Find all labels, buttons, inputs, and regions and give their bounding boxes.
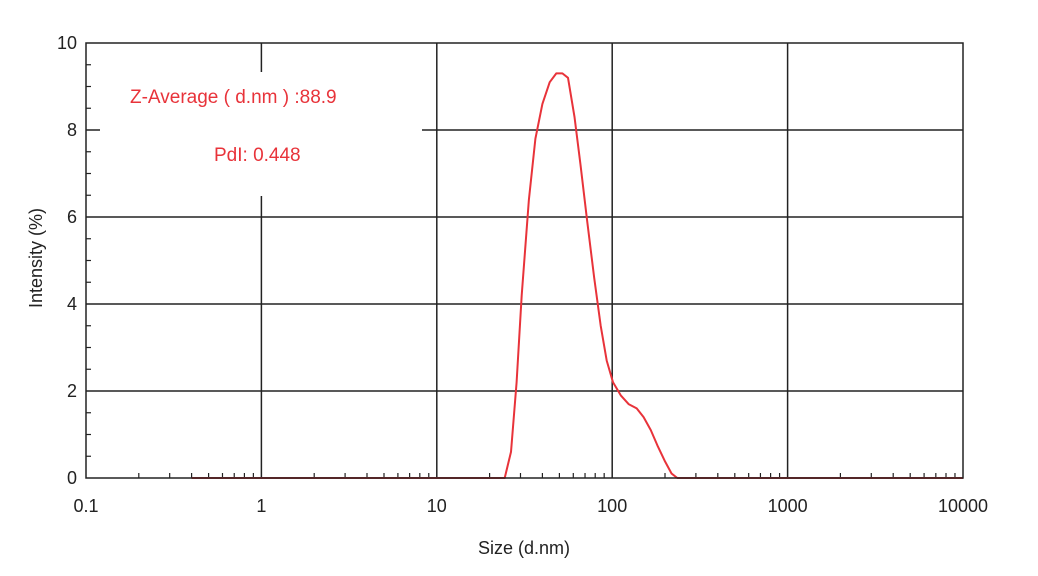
x-tick-label: 1000: [768, 496, 808, 516]
annotation-box: [100, 72, 422, 196]
y-tick-label: 10: [57, 33, 77, 53]
intensity-series-line: [191, 72, 963, 479]
series-layer: [191, 72, 963, 479]
x-axis-title: Size (d.nm): [478, 538, 570, 558]
y-tick-label: 2: [67, 381, 77, 401]
tick-labels: 0.1 1 10 100 1000 10000 0 2 4 6 8 10: [57, 33, 988, 516]
z-average-annotation: Z-Average ( d.nm ) :88.9: [130, 87, 337, 108]
y-tick-label: 0: [67, 468, 77, 488]
grid: [86, 43, 963, 478]
y-tick-label: 8: [67, 120, 77, 140]
y-axis-title: Intensity (%): [26, 208, 46, 308]
y-tick-label: 6: [67, 207, 77, 227]
x-tick-label: 10000: [938, 496, 988, 516]
pdi-annotation: PdI: 0.448: [214, 145, 301, 166]
x-tick-label: 10: [427, 496, 447, 516]
x-tick-label: 1: [256, 496, 266, 516]
x-tick-label: 100: [597, 496, 627, 516]
y-tick-label: 4: [67, 294, 77, 314]
plot-frame: [85, 42, 964, 479]
x-tick-label: 0.1: [73, 496, 98, 516]
